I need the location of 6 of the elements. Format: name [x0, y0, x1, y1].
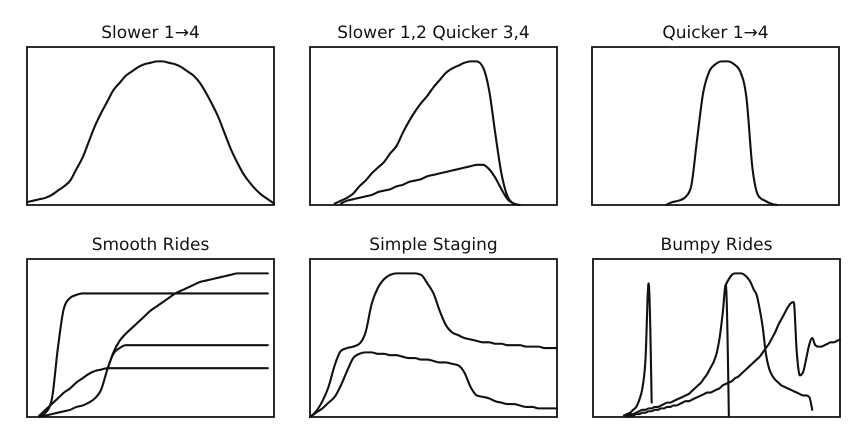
- chart-title: Bumpy Rides: [660, 235, 773, 255]
- chart-title: Simple Staging: [369, 235, 498, 255]
- chart-title: Slower 1,2 Quicker 3,4: [337, 23, 530, 43]
- chart-title: Quicker 1→4: [662, 23, 769, 43]
- chart-title: Smooth Rides: [92, 235, 210, 255]
- chart-title: Slower 1→4: [101, 23, 200, 43]
